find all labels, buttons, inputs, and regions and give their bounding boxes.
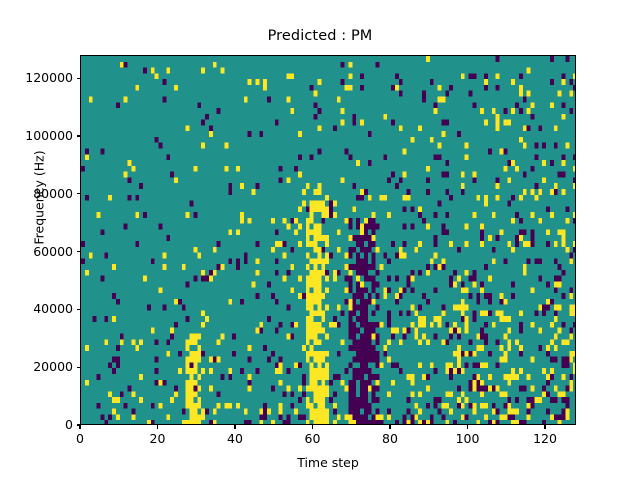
y-tick-label: 40000	[33, 301, 73, 317]
page-title: Predicted : PM	[267, 28, 373, 44]
x-tick-mark	[79, 425, 81, 429]
y-tick-label: 100000	[25, 127, 73, 143]
x-tick-label: 0	[76, 431, 84, 446]
y-tick-mark	[76, 366, 80, 368]
x-tick-label: 40	[227, 431, 243, 446]
heatmap-image	[81, 56, 575, 424]
x-tick-mark	[311, 425, 314, 429]
x-tick-label: 20	[149, 431, 166, 446]
heatmap-plot-area	[80, 55, 576, 425]
x-tick-mark	[544, 425, 546, 429]
x-tick-label: 60	[304, 431, 321, 446]
y-tick-label: 0	[65, 417, 73, 432]
y-tick-mark	[76, 424, 80, 426]
x-tick-label: 100	[455, 431, 480, 446]
y-tick-mark	[76, 193, 80, 195]
x-tick-mark	[234, 425, 236, 429]
y-tick-mark	[76, 77, 80, 79]
x-tick-label: 80	[382, 431, 398, 446]
y-tick-mark	[76, 250, 80, 253]
y-tick-mark	[76, 308, 80, 310]
x-tick-mark	[466, 425, 469, 429]
y-tick-label: 60000	[33, 243, 73, 259]
y-tick-label: 120000	[25, 70, 73, 86]
y-tick-label: 20000	[33, 359, 73, 375]
x-tick-mark	[156, 425, 159, 429]
x-tick-label: 120	[533, 431, 557, 446]
y-tick-mark	[76, 135, 80, 137]
x-tick-mark	[389, 425, 391, 429]
y-tick-label: 80000	[33, 185, 73, 201]
x-axis-label: Time step	[297, 455, 359, 470]
